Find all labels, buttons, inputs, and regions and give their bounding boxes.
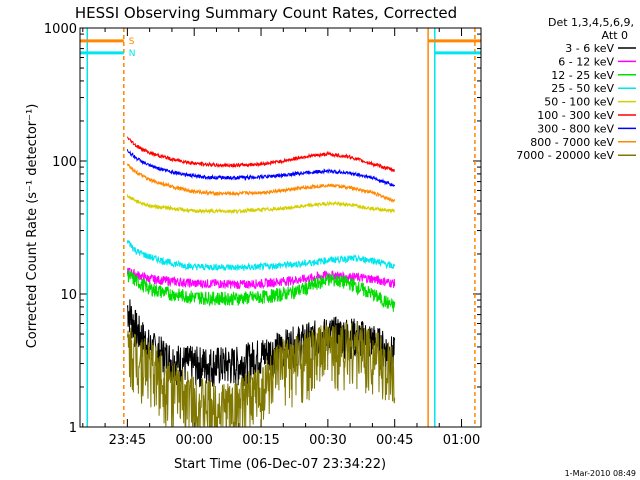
series-line-1: [126, 267, 396, 290]
series-line-7: [126, 163, 396, 203]
legend-entry-label: 3 - 6 keV: [565, 42, 614, 55]
y-tick-label: 100: [52, 155, 77, 170]
legend-entry-label: 7000 - 20000 keV: [516, 149, 614, 162]
legend-entry-label: 50 - 100 keV: [544, 96, 614, 109]
series-line-2: [127, 269, 396, 312]
series-line-8: [126, 321, 396, 429]
series-line-3: [126, 239, 396, 272]
legend-header-line2: Att 0: [602, 29, 628, 42]
series-line-4: [126, 194, 395, 215]
footer-timestamp: 1-Mar-2010 08:49: [565, 469, 636, 478]
series-line-5: [126, 136, 395, 173]
y-axis-label: Corrected Count Rate (s⁻¹ detector⁻¹): [25, 104, 40, 349]
x-tick-label: 01:00: [443, 433, 480, 448]
x-tick-label: 23:45: [109, 433, 146, 448]
legend-entry-label: 800 - 7000 keV: [530, 136, 614, 149]
legend-entry-label: 6 - 12 keV: [558, 55, 614, 68]
series-line-6: [126, 149, 396, 188]
legend-header-line1: Det 1,3,4,5,6,9,: [548, 16, 634, 29]
x-axis-label: Start Time (06-Dec-07 23:34:22): [174, 457, 386, 472]
legend-entry-label: 25 - 50 keV: [551, 82, 614, 95]
x-tick-label: 00:45: [376, 433, 413, 448]
legend-entry-label: 100 - 300 keV: [537, 109, 614, 122]
legend-entry-label: 12 - 25 keV: [551, 69, 614, 82]
attenuator-bar-label: N: [129, 49, 136, 59]
y-tick-label: 10: [60, 288, 77, 303]
plot-frame: [79, 27, 482, 428]
x-tick-label: 00:00: [175, 433, 212, 448]
attenuator-bar-label: S: [129, 37, 135, 47]
y-tick-label: 1: [69, 421, 77, 436]
x-tick-label: 00:30: [309, 433, 346, 448]
chart-title: HESSI Observing Summary Count Rates, Cor…: [75, 4, 457, 22]
series-group: [126, 136, 396, 429]
plot-area: 1 10 100 1000 23:45 00:00 00:15 00:30 00:45 01:00…: [44, 22, 481, 448]
y-tick-label: 1000: [44, 22, 77, 37]
legend-entry-label: 300 - 800 keV: [537, 122, 614, 135]
x-tick-label: 00:15: [242, 433, 279, 448]
